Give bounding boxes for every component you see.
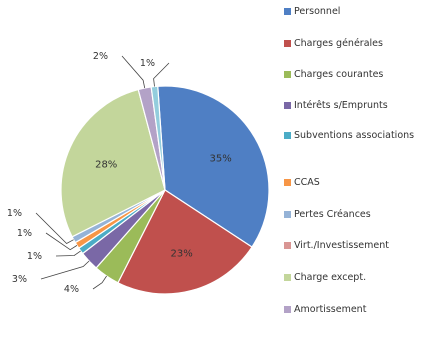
leader-line bbox=[35, 212, 74, 244]
legend-label: Personnel bbox=[294, 6, 341, 17]
legend-item: Personnel bbox=[284, 6, 432, 17]
legend-label: Intérêts s/Emprunts bbox=[294, 100, 388, 111]
legend-item: Charge except. bbox=[284, 272, 432, 283]
data-label: 1% bbox=[140, 58, 155, 69]
data-label: 23% bbox=[170, 248, 192, 259]
pie-slice-charge-except- bbox=[60, 88, 166, 238]
legend-label: Charges courantes bbox=[294, 69, 384, 80]
legend-label: CCAS bbox=[294, 177, 320, 188]
legend-item: Charges courantes bbox=[284, 69, 432, 80]
data-label: 1% bbox=[27, 251, 42, 262]
leader-line bbox=[40, 260, 90, 280]
leader-lines bbox=[35, 55, 170, 290]
legend-label: Charges générales bbox=[294, 38, 383, 49]
legend-swatch bbox=[284, 306, 291, 313]
legend-item: Amortissement bbox=[284, 304, 432, 315]
legend-label: Amortissement bbox=[294, 304, 367, 315]
legend-swatch bbox=[284, 102, 291, 109]
legend-swatch bbox=[284, 242, 291, 249]
legend-swatch bbox=[284, 8, 291, 15]
legend-label: Charge except. bbox=[294, 272, 367, 283]
data-label: 1% bbox=[17, 228, 32, 239]
legend-item: Virt./Investissement bbox=[284, 240, 432, 251]
legend-item: CCAS bbox=[284, 177, 432, 188]
legend-item: Subventions associations bbox=[284, 130, 432, 141]
legend-swatch bbox=[284, 179, 291, 186]
pie-slice-charges-g-n-rales bbox=[117, 189, 253, 295]
legend-item: Intérêts s/Emprunts bbox=[284, 100, 432, 111]
leader-line bbox=[121, 55, 146, 89]
data-label: 28% bbox=[95, 160, 117, 171]
legend-item: Charges générales bbox=[284, 38, 432, 49]
leader-line bbox=[92, 275, 107, 290]
data-label: 3% bbox=[12, 274, 27, 285]
data-label: 4% bbox=[64, 284, 79, 295]
legend-label: Virt./Investissement bbox=[294, 240, 389, 251]
legend-swatch bbox=[284, 211, 291, 218]
legend-swatch bbox=[284, 132, 291, 139]
legend-swatch bbox=[284, 71, 291, 78]
legend-swatch bbox=[284, 274, 291, 281]
legend-label: Pertes Créances bbox=[294, 209, 371, 220]
pie-slice-personnel bbox=[157, 85, 270, 248]
leader-line bbox=[45, 232, 78, 251]
leader-line bbox=[153, 62, 170, 87]
pie-slice-unlabeled-10 bbox=[150, 85, 166, 191]
legend-label: Subventions associations bbox=[294, 130, 415, 141]
data-label: 2% bbox=[93, 51, 108, 62]
data-labels: 35% 23% 4% 3% 1% 1% 1% 28% 2% 1% bbox=[7, 51, 232, 295]
leader-line bbox=[55, 250, 81, 257]
pie-slices bbox=[60, 85, 270, 295]
legend-item: Pertes Créances bbox=[284, 209, 432, 220]
data-label: 35% bbox=[209, 153, 231, 164]
legend-swatch bbox=[284, 40, 291, 47]
data-label: 1% bbox=[7, 208, 22, 219]
